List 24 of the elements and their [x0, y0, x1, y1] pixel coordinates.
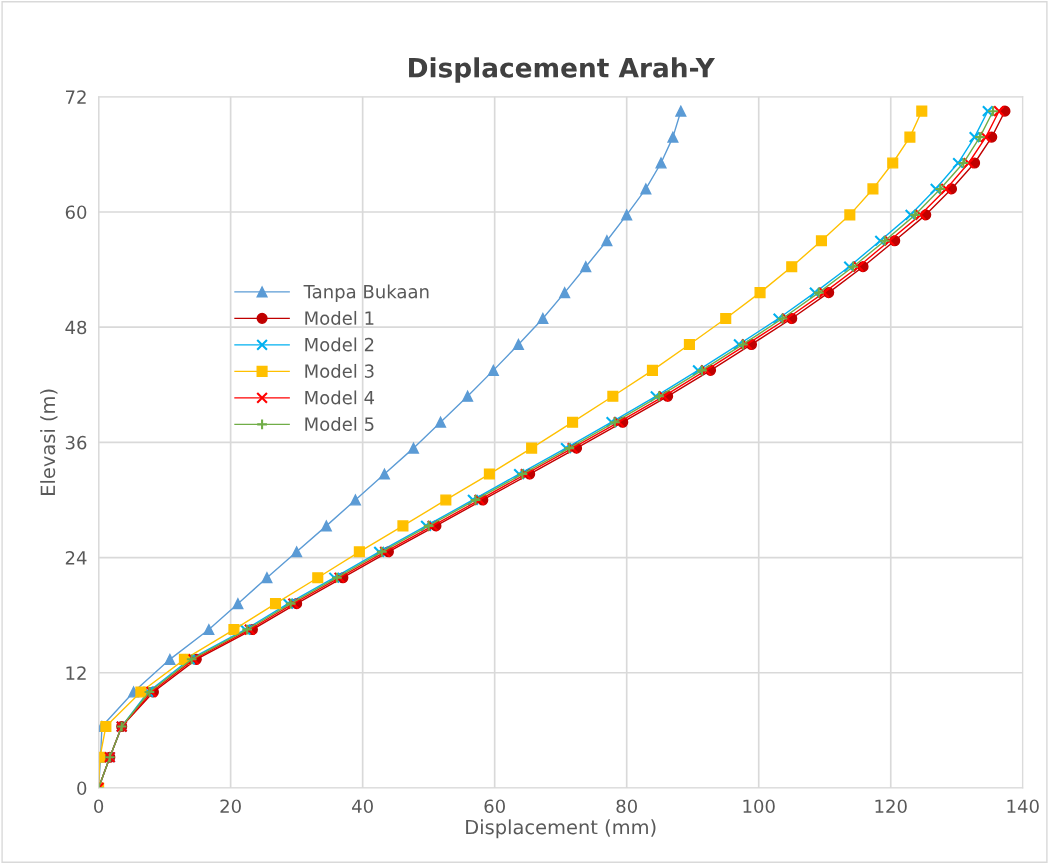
legend-label: Model 4 — [305, 390, 375, 405]
legend-label: Model 5 — [305, 416, 374, 431]
y-tick-label: 24 — [65, 551, 87, 565]
legend-label: Tanpa Bukaan — [303, 284, 429, 302]
y-axis-title: Elevasi (m) — [40, 389, 58, 495]
x-tick-label: 80 — [616, 799, 637, 814]
legend-label: Model 2 — [305, 337, 374, 352]
x-tick-label: 120 — [875, 799, 907, 814]
x-tick-label: 60 — [484, 799, 505, 814]
y-tick-label: 36 — [65, 435, 87, 450]
x-axis-title: Displacement (mm) — [466, 819, 656, 839]
y-tick-label: 12 — [66, 666, 86, 680]
x-tick-label: 20 — [220, 799, 241, 814]
y-tick-label: 60 — [65, 205, 87, 220]
legend-label: Model 1 — [305, 310, 374, 325]
y-tick-label: 48 — [65, 320, 87, 335]
x-tick-label: 140 — [1007, 799, 1039, 814]
x-tick-label: 40 — [352, 799, 373, 814]
y-tick-label: 0 — [77, 781, 87, 796]
y-tick-label: 72 — [66, 90, 86, 104]
x-tick-label: 0 — [94, 799, 104, 814]
x-tick-label: 100 — [743, 799, 775, 814]
chart-title: Displacement Arah-Y — [409, 57, 716, 83]
legend-label: Model 3 — [305, 363, 374, 378]
